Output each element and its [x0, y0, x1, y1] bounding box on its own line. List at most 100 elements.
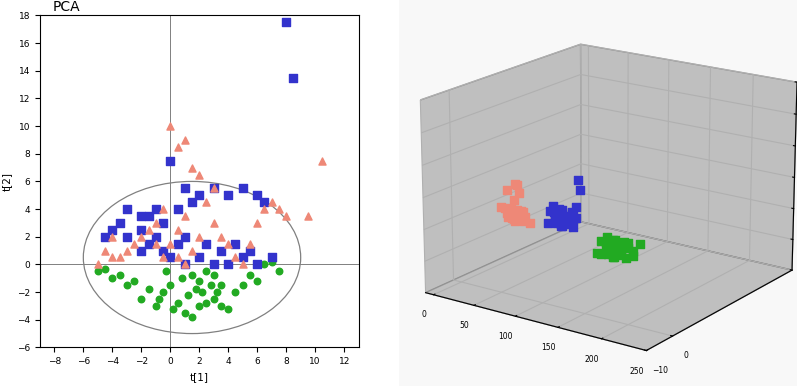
Point — [92, 268, 104, 274]
Point — [175, 275, 188, 281]
Point — [120, 206, 133, 212]
Point — [113, 220, 126, 226]
Point — [179, 213, 191, 219]
Point — [193, 192, 206, 198]
Point — [200, 300, 213, 306]
Point — [258, 199, 271, 205]
Point — [193, 234, 206, 240]
Point — [106, 227, 119, 233]
Point — [207, 185, 220, 191]
Point — [157, 220, 170, 226]
Point — [186, 199, 198, 205]
Text: PCA: PCA — [53, 0, 80, 14]
Point — [316, 157, 329, 164]
Point — [190, 286, 202, 293]
Point — [200, 199, 213, 205]
Point — [237, 254, 249, 261]
Point — [265, 254, 278, 261]
Point — [164, 157, 177, 164]
Point — [244, 273, 257, 279]
Point — [214, 247, 227, 254]
Point — [273, 206, 285, 212]
Point — [222, 306, 234, 312]
Point — [142, 240, 155, 247]
X-axis label: t[1]: t[1] — [190, 372, 209, 382]
Point — [157, 289, 170, 295]
Point — [157, 206, 170, 212]
Point — [186, 273, 198, 279]
Point — [179, 185, 191, 191]
Point — [149, 234, 162, 240]
Point — [251, 261, 264, 267]
Point — [265, 199, 278, 205]
Point — [179, 137, 191, 143]
Point — [99, 234, 112, 240]
Point — [258, 206, 271, 212]
Point — [135, 234, 147, 240]
Point — [128, 240, 140, 247]
Point — [186, 247, 198, 254]
Point — [149, 240, 162, 247]
Y-axis label: t[2]: t[2] — [2, 172, 11, 191]
Point — [135, 227, 147, 233]
Point — [207, 296, 220, 302]
Point — [171, 227, 184, 233]
Point — [113, 273, 126, 279]
Point — [157, 247, 170, 254]
Point — [244, 247, 257, 254]
Point — [167, 306, 179, 312]
Point — [179, 261, 191, 267]
Point — [106, 234, 119, 240]
Point — [193, 303, 206, 309]
Point — [142, 227, 155, 233]
Point — [164, 240, 177, 247]
Point — [193, 171, 206, 178]
Point — [164, 123, 177, 129]
Point — [164, 282, 177, 288]
Point — [171, 144, 184, 150]
Point — [149, 303, 162, 309]
Point — [214, 282, 227, 288]
Point — [120, 282, 133, 288]
Point — [186, 314, 198, 320]
Point — [142, 213, 155, 219]
Point — [200, 268, 213, 274]
Point — [99, 247, 112, 254]
Legend: CON, MCD, MN: CON, MCD, MN — [430, 14, 475, 51]
Point — [106, 275, 119, 281]
Point — [186, 164, 198, 171]
Point — [99, 266, 112, 272]
Point — [179, 234, 191, 240]
Point — [214, 303, 227, 309]
Point — [171, 300, 184, 306]
Point — [135, 296, 147, 302]
Point — [251, 278, 264, 284]
Point — [244, 240, 257, 247]
Point — [135, 247, 147, 254]
Point — [159, 268, 172, 274]
Point — [179, 310, 191, 316]
Point — [251, 220, 264, 226]
Point — [92, 261, 104, 267]
Point — [229, 289, 241, 295]
Point — [207, 185, 220, 191]
Point — [181, 292, 194, 298]
Point — [179, 261, 191, 267]
Point — [207, 273, 220, 279]
Point — [214, 234, 227, 240]
Point — [149, 220, 162, 226]
Point — [152, 296, 165, 302]
Point — [171, 206, 184, 212]
Point — [149, 206, 162, 212]
Point — [207, 220, 220, 226]
Point — [120, 234, 133, 240]
Point — [157, 254, 170, 261]
Point — [273, 268, 285, 274]
Point — [237, 185, 249, 191]
Point — [171, 240, 184, 247]
Point — [258, 261, 271, 267]
Point — [193, 278, 206, 284]
Point — [265, 259, 278, 265]
Point — [106, 254, 119, 261]
Point — [128, 278, 140, 284]
